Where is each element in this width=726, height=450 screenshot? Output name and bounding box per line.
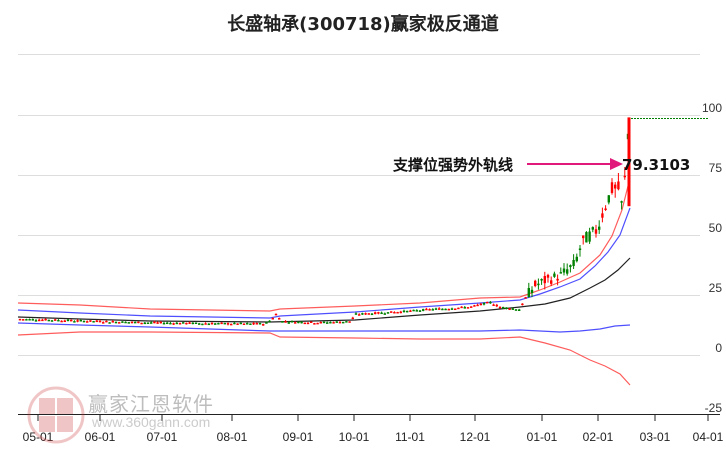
x-tick-label: 04-01 bbox=[693, 430, 724, 444]
y-axis-ticks: 100 75 50 25 0 -25 bbox=[702, 101, 722, 415]
chart-title: 长盛轴承(300718)赢家极反通道 bbox=[227, 14, 499, 35]
x-tick-label: 10-01 bbox=[339, 430, 370, 444]
inner-lower-band bbox=[17, 322, 631, 333]
watermark-url: www.360gann.com bbox=[92, 414, 211, 430]
outer-upper-band bbox=[17, 177, 631, 312]
middle-line bbox=[17, 257, 631, 323]
y-tick-label: 0 bbox=[715, 341, 722, 355]
annotation-label: 支撑位强势外轨线 bbox=[392, 156, 513, 174]
inner-upper-band bbox=[17, 207, 631, 319]
x-tick-label: 06-01 bbox=[85, 430, 116, 444]
x-tick-label: 11-01 bbox=[395, 430, 425, 444]
x-tick-label: 02-01 bbox=[583, 430, 614, 444]
arrowhead-icon bbox=[610, 158, 623, 170]
x-tick-label: 05-01 bbox=[23, 430, 54, 444]
y-tick-label: -25 bbox=[705, 401, 723, 415]
y-tick-label: 25 bbox=[709, 281, 723, 295]
x-tick-label: 09-01 bbox=[283, 430, 314, 444]
x-axis-ticks: 05-01 06-01 07-01 08-01 09-01 10-01 11-01 12-01… bbox=[23, 414, 724, 444]
y-tick-label: 75 bbox=[709, 161, 723, 175]
y-tick-label: 100 bbox=[702, 101, 722, 115]
x-tick-label: 08-01 bbox=[217, 430, 248, 444]
x-tick-label: 03-01 bbox=[640, 430, 671, 444]
y-tick-label: 50 bbox=[709, 221, 723, 235]
watermark-seal-icon bbox=[27, 386, 85, 444]
channel-bands bbox=[17, 177, 631, 386]
x-tick-label: 07-01 bbox=[147, 430, 178, 444]
outer-lower-band bbox=[17, 331, 631, 386]
x-tick-label: 12-01 bbox=[460, 430, 491, 444]
x-tick-label: 01-01 bbox=[527, 430, 558, 444]
annotation-value: 79.3103 bbox=[622, 156, 690, 174]
watermark-brand: 赢家江恩软件 bbox=[88, 392, 214, 416]
candlesticks bbox=[18, 117, 631, 326]
grid bbox=[18, 54, 700, 356]
